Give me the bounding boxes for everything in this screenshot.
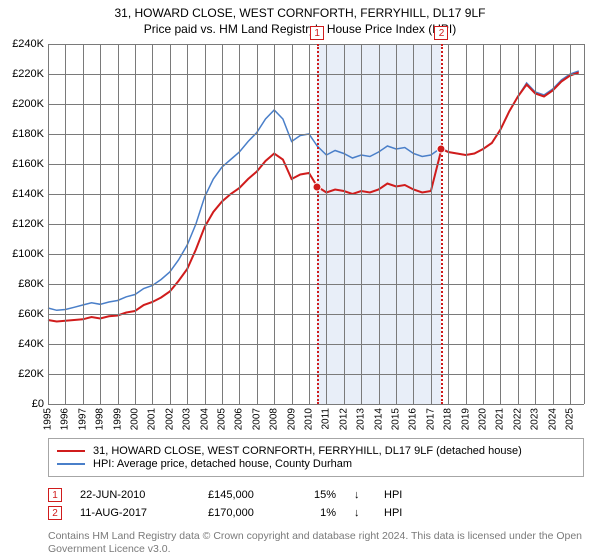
y-axis-tick-label: £40K <box>18 338 44 350</box>
x-axis-tick-label: 2014 <box>373 408 384 430</box>
y-axis-tick-label: £80K <box>18 278 44 290</box>
x-axis-tick-label: 2019 <box>460 408 471 430</box>
x-axis-tick-label: 2011 <box>321 408 332 430</box>
legend-swatch <box>57 450 85 452</box>
legend: 31, HOWARD CLOSE, WEST CORNFORTH, FERRYH… <box>48 438 584 477</box>
sale-row: 2 11-AUG-2017 £170,000 1% ↓ HPI <box>48 506 584 520</box>
x-axis-tick-label: 2008 <box>269 408 280 430</box>
sales-table: 1 22-JUN-2010 £145,000 15% ↓ HPI 2 11-AU… <box>48 484 584 524</box>
legend-item: 31, HOWARD CLOSE, WEST CORNFORTH, FERRYH… <box>57 445 575 457</box>
chart-area: £0£20K£40K£60K£80K£100K£120K£140K£160K£1… <box>48 44 584 404</box>
y-axis-tick-label: £180K <box>12 128 44 140</box>
x-axis-tick-label: 2013 <box>356 408 367 430</box>
sale-date: 22-JUN-2010 <box>80 489 190 501</box>
y-axis-tick-label: £240K <box>12 38 44 50</box>
sale-price: £170,000 <box>208 507 278 519</box>
legend-item: HPI: Average price, detached house, Coun… <box>57 458 575 470</box>
sale-marker: 1 <box>48 488 62 502</box>
event-marker-label: 2 <box>434 26 448 40</box>
hpi-line <box>48 71 579 310</box>
x-axis-tick-label: 2012 <box>338 408 349 430</box>
x-axis-tick-label: 2024 <box>547 408 558 430</box>
x-axis-tick-label: 2021 <box>495 408 506 430</box>
x-axis-tick-label: 2020 <box>478 408 489 430</box>
x-axis-tick-label: 2002 <box>164 408 175 430</box>
attribution-text: Contains HM Land Registry data © Crown c… <box>48 530 584 556</box>
x-axis-tick-label: 2016 <box>408 408 419 430</box>
sale-date: 11-AUG-2017 <box>80 507 190 519</box>
legend-swatch <box>57 463 85 465</box>
x-axis-tick-label: 2017 <box>425 408 436 430</box>
x-axis-tick-label: 2006 <box>234 408 245 430</box>
sale-row: 1 22-JUN-2010 £145,000 15% ↓ HPI <box>48 488 584 502</box>
x-axis-tick-label: 2003 <box>182 408 193 430</box>
x-axis-tick-label: 2001 <box>147 408 158 430</box>
y-axis-tick-label: £200K <box>12 98 44 110</box>
x-axis-tick-label: 2007 <box>251 408 262 430</box>
sale-hpi-label: HPI <box>384 489 402 501</box>
x-axis-tick-label: 1995 <box>43 408 54 430</box>
title-subtitle: Price paid vs. HM Land Registry's House … <box>0 22 600 36</box>
x-axis-tick-label: 2004 <box>199 408 210 430</box>
y-axis-tick-label: £60K <box>18 308 44 320</box>
x-axis-tick-label: 2005 <box>217 408 228 430</box>
plot-region: £0£20K£40K£60K£80K£100K£120K£140K£160K£1… <box>48 44 584 404</box>
sale-pct: 15% <box>296 489 336 501</box>
sale-event-point <box>313 182 322 191</box>
chart-title-block: 31, HOWARD CLOSE, WEST CORNFORTH, FERRYH… <box>0 0 600 36</box>
x-axis-tick-label: 2000 <box>130 408 141 430</box>
y-axis-tick-label: £120K <box>12 218 44 230</box>
down-arrow-icon: ↓ <box>354 489 366 501</box>
x-axis-tick-label: 1997 <box>77 408 88 430</box>
x-axis-tick-label: 2022 <box>512 408 523 430</box>
sale-hpi-label: HPI <box>384 507 402 519</box>
legend-label: HPI: Average price, detached house, Coun… <box>93 458 352 470</box>
x-axis-tick-label: 2018 <box>443 408 454 430</box>
y-axis-tick-label: £140K <box>12 188 44 200</box>
x-axis-tick-label: 2009 <box>286 408 297 430</box>
x-axis-tick-label: 1996 <box>60 408 71 430</box>
x-axis-tick-label: 1999 <box>112 408 123 430</box>
title-address: 31, HOWARD CLOSE, WEST CORNFORTH, FERRYH… <box>0 6 600 20</box>
legend-label: 31, HOWARD CLOSE, WEST CORNFORTH, FERRYH… <box>93 445 522 457</box>
sale-price: £145,000 <box>208 489 278 501</box>
y-axis-tick-label: £220K <box>12 68 44 80</box>
sale-marker: 2 <box>48 506 62 520</box>
down-arrow-icon: ↓ <box>354 507 366 519</box>
y-axis-tick-label: £160K <box>12 158 44 170</box>
x-axis-tick-label: 1998 <box>95 408 106 430</box>
sale-pct: 1% <box>296 507 336 519</box>
sale-event-point <box>437 145 446 154</box>
x-axis-tick-label: 2010 <box>304 408 315 430</box>
y-axis-tick-label: £100K <box>12 248 44 260</box>
x-axis-tick-label: 2023 <box>530 408 541 430</box>
event-marker-label: 1 <box>310 26 324 40</box>
x-axis-tick-label: 2025 <box>565 408 576 430</box>
x-axis-tick-label: 2015 <box>391 408 402 430</box>
y-axis-tick-label: £20K <box>18 368 44 380</box>
